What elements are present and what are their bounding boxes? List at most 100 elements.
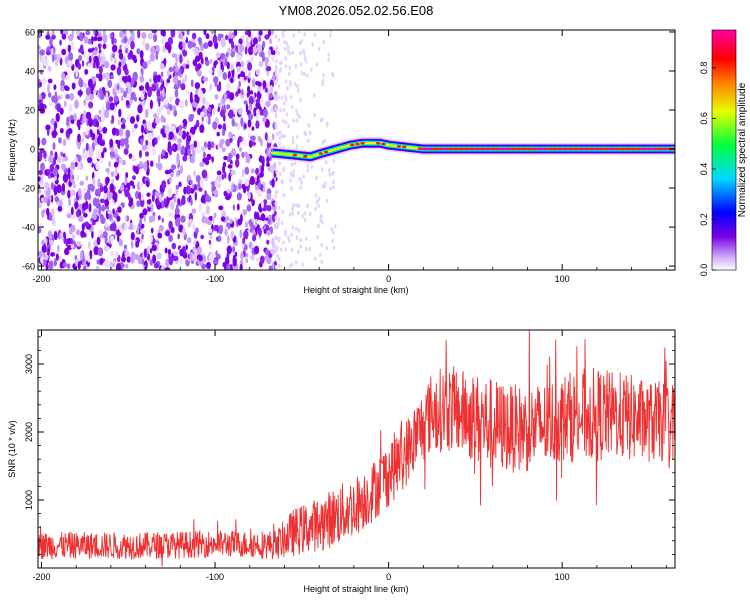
top-x-tick-label: -100: [206, 274, 224, 284]
heatmap-cell: [225, 138, 231, 147]
heatmap-cell: [199, 161, 205, 167]
heatmap-cell: [258, 30, 263, 36]
heatmap-cell: [214, 79, 218, 88]
heatmap-cell: [140, 138, 144, 146]
heatmap-cell: [282, 107, 286, 113]
heatmap-cell: [47, 246, 50, 256]
heatmap-cell: [196, 63, 202, 70]
heatmap-cell: [247, 132, 252, 139]
heatmap-cell: [118, 158, 123, 164]
heatmap-cell: [287, 45, 290, 50]
heatmap-cell: [277, 37, 281, 43]
heatmap-cell: [110, 235, 114, 242]
heatmap-cell: [205, 193, 210, 202]
heatmap-cell: [135, 240, 140, 248]
heatmap-cell: [242, 237, 246, 245]
heatmap-cell: [239, 76, 244, 83]
heatmap-cell: [61, 183, 66, 192]
heatmap-cell: [110, 64, 116, 71]
heatmap-cell: [324, 160, 328, 165]
snr-series: [38, 330, 675, 567]
heatmap-cell: [280, 220, 284, 226]
heatmap-cell: [39, 102, 45, 112]
heatmap-cell: [274, 121, 278, 126]
heatmap-cell: [39, 81, 42, 88]
heatmap-cell: [288, 264, 292, 269]
heatmap-cell: [72, 183, 77, 189]
heatmap-cell: [95, 160, 100, 171]
heatmap-cell: [325, 199, 329, 204]
heatmap-cell: [263, 108, 269, 118]
heatmap-cell: [268, 265, 273, 270]
heatmap-cell: [232, 261, 237, 267]
heatmap-cell: [235, 153, 240, 160]
heatmap-cell: [105, 91, 109, 102]
heatmap-cell: [317, 204, 321, 209]
heatmap-cell: [149, 53, 155, 62]
heatmap-cell: [265, 248, 270, 256]
heatmap-cell: [50, 195, 54, 203]
heatmap-cell: [291, 136, 295, 141]
heatmap-cell: [196, 246, 202, 255]
heatmap-cell: [84, 148, 89, 158]
heatmap-cell: [114, 168, 118, 177]
heatmap-cell: [168, 146, 173, 156]
heatmap-cell: [239, 259, 244, 266]
heatmap-cell: [271, 214, 276, 222]
heatmap-cell: [299, 97, 302, 103]
heatmap-cell: [39, 69, 44, 75]
heatmap-cell: [63, 138, 66, 146]
heatmap-cell: [83, 265, 87, 270]
heatmap-cell: [123, 244, 127, 249]
heatmap-cell: [174, 88, 179, 98]
heatmap-cell: [145, 43, 150, 51]
heatmap-cell: [258, 164, 262, 173]
heatmap-cell: [245, 221, 248, 228]
heatmap-cell: [213, 108, 219, 114]
heatmap-cell: [248, 95, 254, 105]
heatmap-cell: [102, 33, 108, 44]
heatmap-cell: [103, 259, 110, 269]
heatmap-cell: [171, 242, 177, 250]
heatmap-cell: [286, 86, 289, 91]
heatmap-cell: [259, 155, 262, 163]
heatmap-cell: [277, 51, 281, 56]
heatmap-cell: [193, 140, 198, 148]
heatmap-cell: [176, 203, 179, 213]
heatmap-cell: [317, 46, 321, 52]
heatmap-cell: [71, 233, 76, 241]
heatmap-cell: [256, 211, 260, 221]
heatmap-cell: [56, 184, 62, 194]
heatmap-cell: [173, 195, 177, 204]
colorbar-tick-label: 0.4: [699, 163, 709, 176]
heatmap-cell: [252, 230, 256, 236]
heatmap-cell: [208, 252, 214, 262]
heatmap-cell: [101, 151, 105, 159]
heatmap-cell: [121, 123, 126, 130]
heatmap-cell: [238, 179, 243, 184]
heatmap-cell: [284, 120, 288, 125]
heatmap-cell: [313, 32, 317, 38]
heatmap-cell: [245, 154, 251, 164]
heatmap-cell: [88, 147, 94, 157]
heatmap-cell: [76, 174, 80, 181]
heatmap-cell: [142, 61, 148, 70]
heatmap-cell: [298, 177, 302, 182]
top-x-tick-label: 100: [555, 274, 570, 284]
heatmap-cell: [220, 37, 226, 48]
heatmap-cell: [78, 54, 82, 62]
heatmap-cell: [101, 55, 104, 65]
heatmap-cell: [68, 198, 71, 207]
heatmap-cell: [300, 180, 304, 185]
heatmap-cell: [292, 169, 296, 174]
heatmap-cell: [190, 79, 194, 88]
heatmap-cell: [300, 39, 304, 44]
heatmap-cell: [285, 97, 288, 102]
heatmap-cell: [96, 129, 100, 135]
heatmap-cell: [139, 75, 145, 83]
heatmap-cell: [45, 124, 51, 131]
top-plot-frame: [37, 29, 676, 271]
heatmap-cell: [262, 117, 267, 123]
heatmap-cell: [168, 234, 174, 242]
heatmap-cell: [92, 49, 98, 56]
